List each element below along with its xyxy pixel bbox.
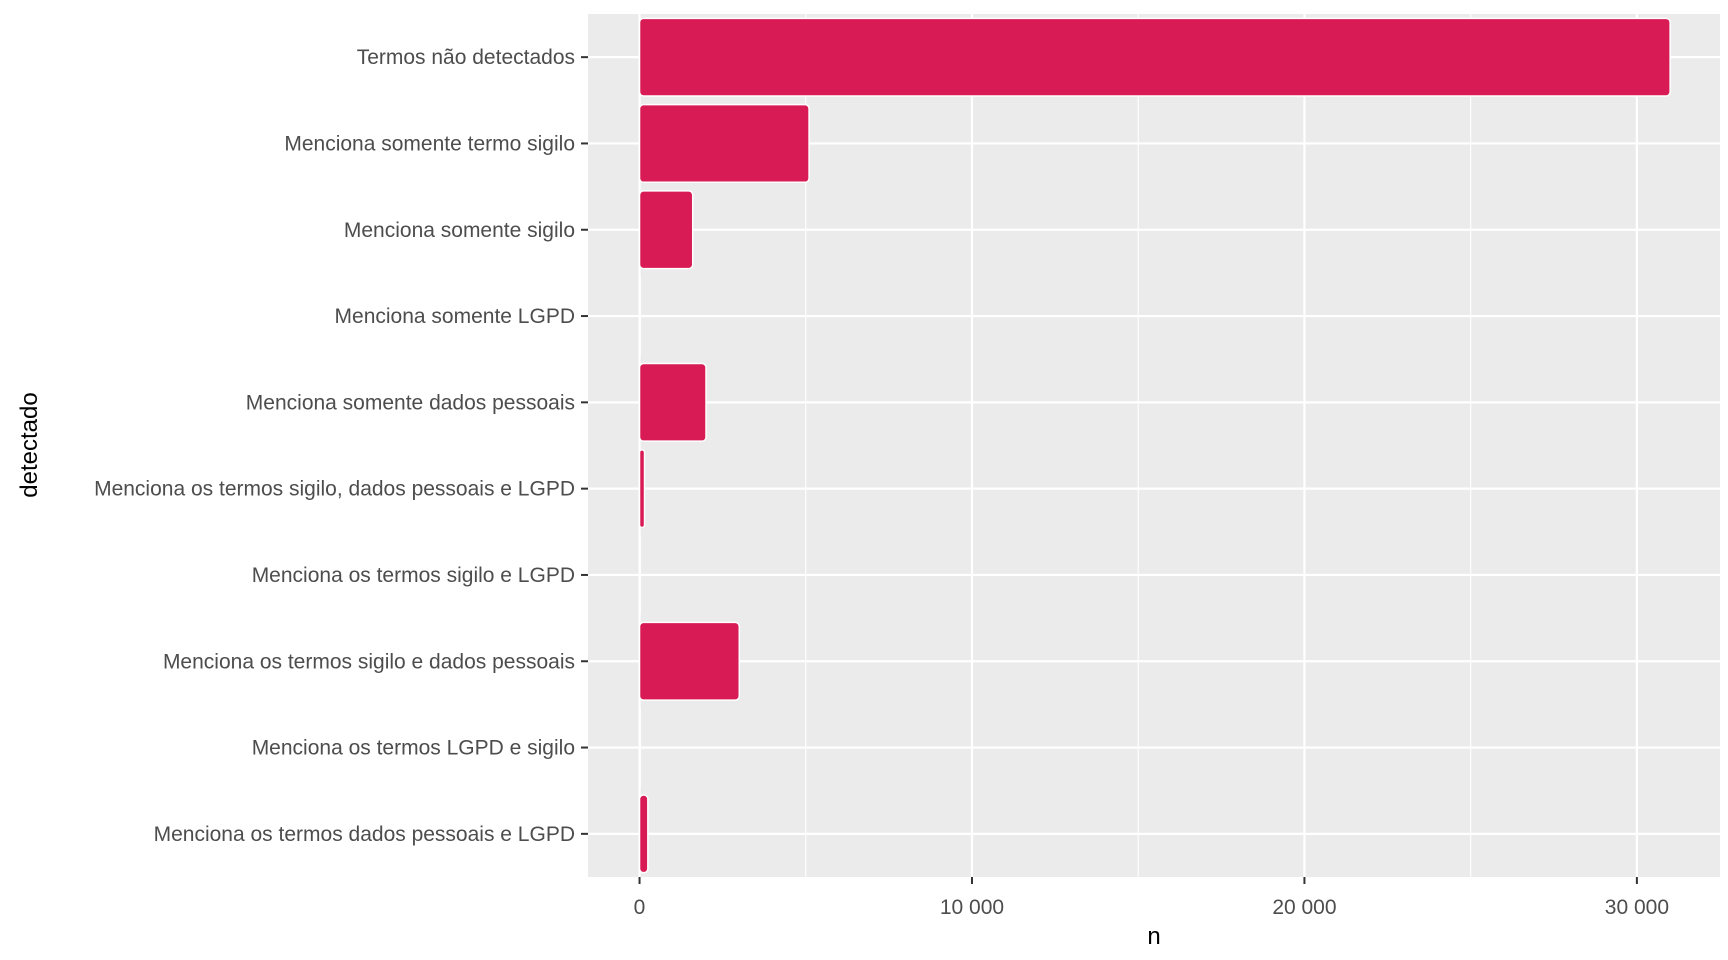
bar [638, 707, 641, 788]
y-axis-title: detectado [16, 392, 43, 497]
y-tick-label: Menciona somente dados pessoais [246, 391, 575, 414]
y-tick-label: Menciona somente LGPD [335, 305, 575, 328]
bars [638, 17, 1671, 874]
x-tick-label: 0 [634, 896, 646, 919]
bar [638, 535, 641, 615]
y-tick-label: Termos não detectados [357, 46, 575, 69]
y-tick-label: Menciona os termos sigilo e dados pessoa… [163, 650, 575, 673]
bar [638, 794, 649, 874]
y-tick-label: Menciona somente termo sigilo [284, 132, 575, 155]
y-tick-label: Menciona os termos LGPD e sigilo [252, 737, 575, 760]
y-tick-label: Menciona os termos sigilo e LGPD [252, 564, 575, 587]
bar [638, 621, 741, 701]
bar [638, 449, 646, 529]
y-tick-label: Menciona somente sigilo [344, 219, 575, 242]
y-axis: Termos não detectados Menciona somente te… [94, 46, 588, 846]
bar [638, 103, 810, 184]
bar [638, 190, 694, 270]
x-axis-title: n [1147, 923, 1160, 950]
bar [638, 362, 707, 442]
x-tick-label: 30 000 [1605, 896, 1669, 919]
x-tick-label: 20 000 [1272, 896, 1336, 919]
y-tick-label: Menciona os termos dados pessoais e LGPD [154, 823, 575, 846]
y-tick-label: Menciona os termos sigilo, dados pessoai… [94, 478, 575, 501]
x-axis: 0 10 000 20 000 30 000 [634, 877, 1669, 919]
bar [638, 17, 1671, 97]
bar [638, 276, 641, 356]
x-tick-label: 10 000 [940, 896, 1004, 919]
